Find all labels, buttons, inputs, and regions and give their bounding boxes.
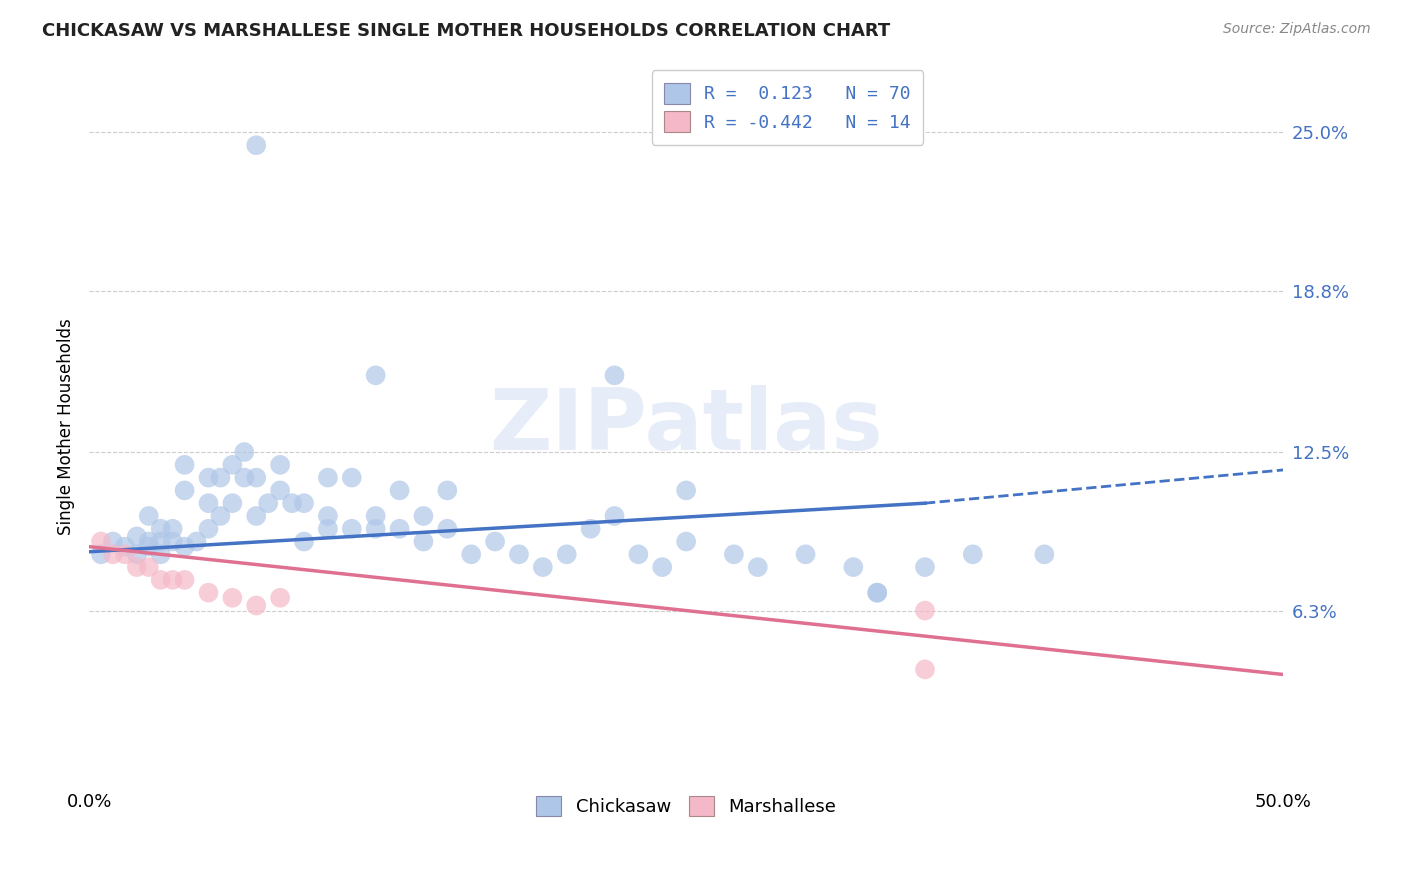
Point — [794, 547, 817, 561]
Point — [436, 483, 458, 498]
Point — [138, 534, 160, 549]
Point — [209, 470, 232, 484]
Text: CHICKASAW VS MARSHALLESE SINGLE MOTHER HOUSEHOLDS CORRELATION CHART: CHICKASAW VS MARSHALLESE SINGLE MOTHER H… — [42, 22, 890, 40]
Point — [436, 522, 458, 536]
Point — [269, 458, 291, 472]
Legend: Chickasaw, Marshallese: Chickasaw, Marshallese — [527, 787, 845, 825]
Point — [173, 458, 195, 472]
Point — [316, 522, 339, 536]
Point — [651, 560, 673, 574]
Point — [340, 470, 363, 484]
Point — [173, 483, 195, 498]
Point — [245, 470, 267, 484]
Point — [388, 522, 411, 536]
Point — [555, 547, 578, 561]
Point — [257, 496, 280, 510]
Point — [316, 470, 339, 484]
Point — [245, 138, 267, 153]
Point — [90, 534, 112, 549]
Point — [292, 534, 315, 549]
Point — [508, 547, 530, 561]
Point — [162, 534, 184, 549]
Point — [162, 522, 184, 536]
Point — [388, 483, 411, 498]
Point — [292, 496, 315, 510]
Point — [531, 560, 554, 574]
Point — [269, 483, 291, 498]
Point — [675, 483, 697, 498]
Point — [149, 534, 172, 549]
Point — [125, 547, 148, 561]
Point — [173, 573, 195, 587]
Point — [364, 368, 387, 383]
Point — [316, 508, 339, 523]
Point — [114, 540, 136, 554]
Point — [114, 547, 136, 561]
Point — [245, 599, 267, 613]
Text: ZIPatlas: ZIPatlas — [489, 385, 883, 468]
Point — [197, 496, 219, 510]
Point — [197, 470, 219, 484]
Point — [675, 534, 697, 549]
Point — [962, 547, 984, 561]
Point — [281, 496, 304, 510]
Point — [364, 522, 387, 536]
Point — [245, 508, 267, 523]
Point — [747, 560, 769, 574]
Point — [579, 522, 602, 536]
Point — [138, 540, 160, 554]
Point — [233, 470, 256, 484]
Point — [627, 547, 650, 561]
Point — [914, 603, 936, 617]
Point — [914, 662, 936, 676]
Point — [484, 534, 506, 549]
Point — [914, 560, 936, 574]
Point — [149, 547, 172, 561]
Point — [90, 547, 112, 561]
Point — [149, 573, 172, 587]
Point — [173, 540, 195, 554]
Y-axis label: Single Mother Households: Single Mother Households — [58, 318, 75, 535]
Point — [186, 534, 208, 549]
Point — [125, 560, 148, 574]
Point — [197, 522, 219, 536]
Point — [269, 591, 291, 605]
Point — [1033, 547, 1056, 561]
Point — [603, 508, 626, 523]
Point — [209, 508, 232, 523]
Point — [723, 547, 745, 561]
Point — [412, 508, 434, 523]
Point — [364, 508, 387, 523]
Point — [340, 522, 363, 536]
Point — [101, 534, 124, 549]
Point — [603, 368, 626, 383]
Point — [138, 560, 160, 574]
Point — [412, 534, 434, 549]
Point — [162, 573, 184, 587]
Point — [866, 585, 889, 599]
Point — [221, 496, 243, 510]
Point — [221, 458, 243, 472]
Point — [460, 547, 482, 561]
Point — [842, 560, 865, 574]
Point — [233, 445, 256, 459]
Point — [101, 547, 124, 561]
Point — [125, 529, 148, 543]
Point — [197, 585, 219, 599]
Point — [866, 585, 889, 599]
Text: Source: ZipAtlas.com: Source: ZipAtlas.com — [1223, 22, 1371, 37]
Point — [138, 508, 160, 523]
Point — [221, 591, 243, 605]
Point — [149, 522, 172, 536]
